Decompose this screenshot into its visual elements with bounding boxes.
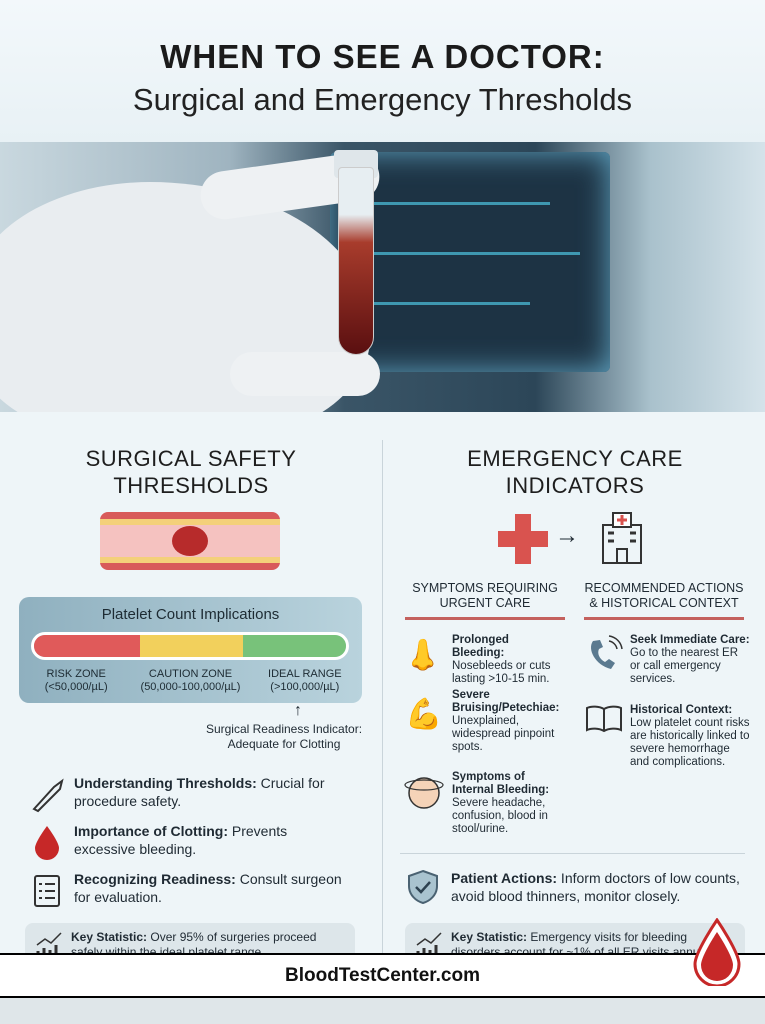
book-icon — [584, 703, 624, 735]
blood-vessel-clot-illustration — [100, 512, 280, 570]
action-item: Historical Context: Low platelet count ri… — [630, 704, 750, 768]
platelet-count-panel: Platelet Count Implications RISK ZONE (<5… — [19, 597, 362, 703]
surgical-item: Importance of Clotting: Prevents excessi… — [74, 823, 288, 857]
actions-header: RECOMMENDED ACTIONS & HISTORICAL CONTEXT — [584, 581, 744, 620]
bruised-arm-icon: 💪 — [405, 697, 443, 731]
blood-drop-logo-icon — [692, 917, 742, 988]
symptom-item: Prolonged Bleeding: Nosebleeds or cuts la… — [452, 634, 551, 685]
nose-bleed-icon: 👃 — [404, 638, 442, 672]
surgical-item: Recognizing Readiness: Consult surgeon f… — [74, 871, 342, 905]
emergency-section-title: EMERGENCY CARE INDICATORS — [467, 446, 683, 498]
arrow-right-icon: → — [555, 522, 579, 549]
symptom-item: Severe Bruising/Petechiae: Unexplained, w… — [452, 689, 560, 753]
panel-title: Platelet Count Implications — [101, 606, 280, 623]
brand-name: BloodTestCenter.com — [285, 965, 480, 986]
zone-risk: RISK ZONE (<50,000/µL) — [44, 668, 108, 693]
page-subtitle: Surgical and Emergency Thresholds — [132, 82, 633, 117]
patient-actions: Patient Actions: Inform doctors of low c… — [451, 870, 740, 904]
symptoms-header: SYMPTOMS REQUIRING URGENT CARE — [405, 581, 565, 620]
surgical-readiness-note: Surgical Readiness Indicator: Adequate fo… — [205, 722, 363, 751]
scalpel-icon — [28, 775, 68, 815]
zone-caution: CAUTION ZONE (50,000-100,000/µL) — [140, 668, 241, 693]
platelet-zone-bar — [31, 632, 349, 660]
bottom-strip — [0, 998, 765, 1024]
footer-brand: BloodTestCenter.com — [0, 953, 765, 998]
arrow-up-icon: ↑ — [294, 702, 302, 719]
shield-check-icon — [406, 868, 440, 906]
column-divider — [382, 440, 383, 955]
surgical-item: Understanding Thresholds: Crucial for pr… — [74, 775, 325, 809]
zone-ideal: IDEAL RANGE (>100,000/µL) — [268, 668, 342, 693]
section-divider — [400, 853, 745, 854]
symptom-item: Symptoms of Internal Bleeding: Severe hea… — [452, 771, 550, 835]
hero-photo-blood-tube — [0, 142, 765, 412]
page-title: WHEN TO SEE A DOCTOR: — [160, 38, 605, 75]
action-item: Seek Immediate Care: Go to the nearest ER… — [630, 634, 750, 685]
medical-cross-icon — [498, 514, 548, 564]
hospital-icon — [594, 510, 650, 566]
surgical-section-title: SURGICAL SAFETY THRESHOLDS — [85, 446, 297, 498]
ideal-range-segment — [243, 635, 346, 657]
phone-icon — [584, 634, 624, 674]
checklist-icon — [30, 870, 64, 910]
risk-zone-segment — [34, 635, 141, 657]
header: WHEN TO SEE A DOCTOR: Surgical and Emerg… — [0, 0, 765, 142]
blood-drop-icon — [30, 822, 64, 862]
caution-zone-segment — [140, 635, 244, 657]
dizzy-head-icon — [403, 770, 445, 816]
